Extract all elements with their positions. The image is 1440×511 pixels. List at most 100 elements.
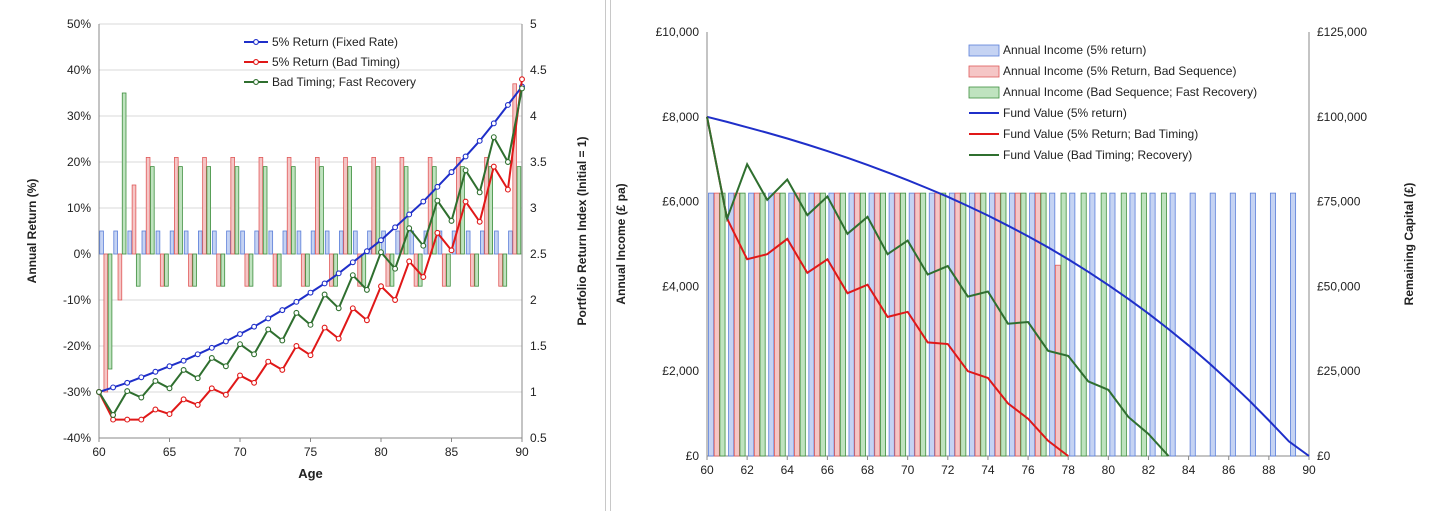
legend-swatch <box>968 86 1000 99</box>
legend-label: 5% Return (Bad Timing) <box>272 55 400 69</box>
bar <box>212 230 217 255</box>
bar <box>395 230 400 255</box>
bar <box>508 230 513 255</box>
bar <box>159 253 165 287</box>
line-point <box>124 388 131 395</box>
bar <box>1034 192 1041 457</box>
line-point <box>406 211 413 218</box>
bar <box>1269 192 1276 457</box>
bar <box>188 253 193 287</box>
line-point <box>237 331 243 337</box>
bar <box>859 192 866 457</box>
line-point <box>251 379 258 386</box>
bar <box>305 253 310 287</box>
bar <box>315 156 320 255</box>
bar <box>728 192 735 457</box>
bar <box>788 192 795 457</box>
line-point <box>519 85 525 92</box>
y-left-tick-label: 30% <box>67 109 91 123</box>
y-right-tick-label: 5 <box>530 17 537 31</box>
y-left-axis-title: Annual Income (£ pa) <box>614 183 628 304</box>
bar <box>145 156 151 255</box>
bar <box>339 230 344 255</box>
line-point <box>293 309 300 316</box>
line-point <box>152 368 159 375</box>
bar <box>1149 192 1156 457</box>
left-chart-panel: 50% 40% 30% 20% 10% 0% -10% -20% -30% -40% 5 4.5 4 3.… <box>0 0 606 511</box>
bar <box>488 166 493 255</box>
bar <box>1000 192 1007 457</box>
line-point <box>392 265 399 272</box>
line-point <box>504 186 511 193</box>
line-point <box>265 326 272 333</box>
line-point <box>194 401 201 408</box>
line-point <box>476 137 483 144</box>
line-point <box>476 189 483 196</box>
bar <box>1209 192 1216 457</box>
legend-label: Fund Value (5% Return; Bad Timing) <box>1003 127 1198 141</box>
y-left-tick-label: -30% <box>63 385 91 399</box>
bar <box>169 230 175 255</box>
bar <box>333 253 338 287</box>
bar <box>103 253 109 393</box>
line-point <box>504 102 511 108</box>
legend-label: Bad Timing; Fast Recovery <box>272 75 416 89</box>
y-left-tick-label: -20% <box>63 339 91 353</box>
line-point <box>462 198 469 205</box>
bar <box>192 253 197 287</box>
bar <box>113 230 118 255</box>
line-point <box>166 363 173 370</box>
y-right-tick-label: £25,000 <box>1317 364 1361 378</box>
line-point <box>321 324 328 331</box>
bar <box>135 253 141 287</box>
x-tick-label: 80 <box>1102 463 1116 477</box>
x-tick-label: 90 <box>1302 463 1316 477</box>
bar <box>1080 192 1087 457</box>
line-point <box>448 217 455 224</box>
bar <box>748 192 755 457</box>
bar <box>1089 192 1096 457</box>
legend-label: 5% Return (Fixed Rate) <box>272 35 398 49</box>
y-left-tick-label: £2,000 <box>662 364 699 378</box>
bar <box>244 253 250 287</box>
x-tick-label: 65 <box>163 445 177 459</box>
y-right-tick-label: 4.5 <box>530 63 547 77</box>
bar <box>920 192 927 457</box>
bar <box>107 253 113 370</box>
bar <box>1109 192 1116 457</box>
bar <box>512 83 517 255</box>
line-point <box>434 183 441 190</box>
bar <box>216 253 221 287</box>
bar <box>446 253 451 287</box>
line-point <box>152 406 159 413</box>
bar <box>494 230 499 255</box>
y-right-tick-label: 1 <box>530 385 537 399</box>
bar <box>206 166 211 255</box>
y-right-tick-label: 2 <box>530 293 537 307</box>
x-tick-label: 78 <box>1062 463 1076 477</box>
bar <box>1054 264 1061 457</box>
line-point <box>335 305 342 312</box>
line-point <box>124 379 131 386</box>
x-tick-label: 60 <box>92 445 106 459</box>
bar <box>347 166 352 255</box>
bar <box>974 192 981 457</box>
bar <box>262 166 268 255</box>
line-point <box>251 351 258 358</box>
bar <box>773 192 780 457</box>
bar <box>291 166 296 255</box>
bar <box>361 253 367 287</box>
bar <box>456 156 461 255</box>
bar <box>343 156 348 255</box>
line-point <box>392 224 399 231</box>
bar <box>900 192 907 457</box>
y-right-tick-label: 1.5 <box>530 339 547 353</box>
bar <box>868 192 875 457</box>
bar <box>258 156 264 255</box>
bar <box>1009 192 1016 457</box>
right-chart-panel: £10,000 £8,000 £6,000 £4,000 £2,000 £0 £125,00… <box>610 0 1440 511</box>
bar <box>357 253 362 287</box>
y-left-tick-label: £0 <box>686 449 700 463</box>
bar <box>282 230 288 255</box>
series-line <box>706 116 1170 457</box>
